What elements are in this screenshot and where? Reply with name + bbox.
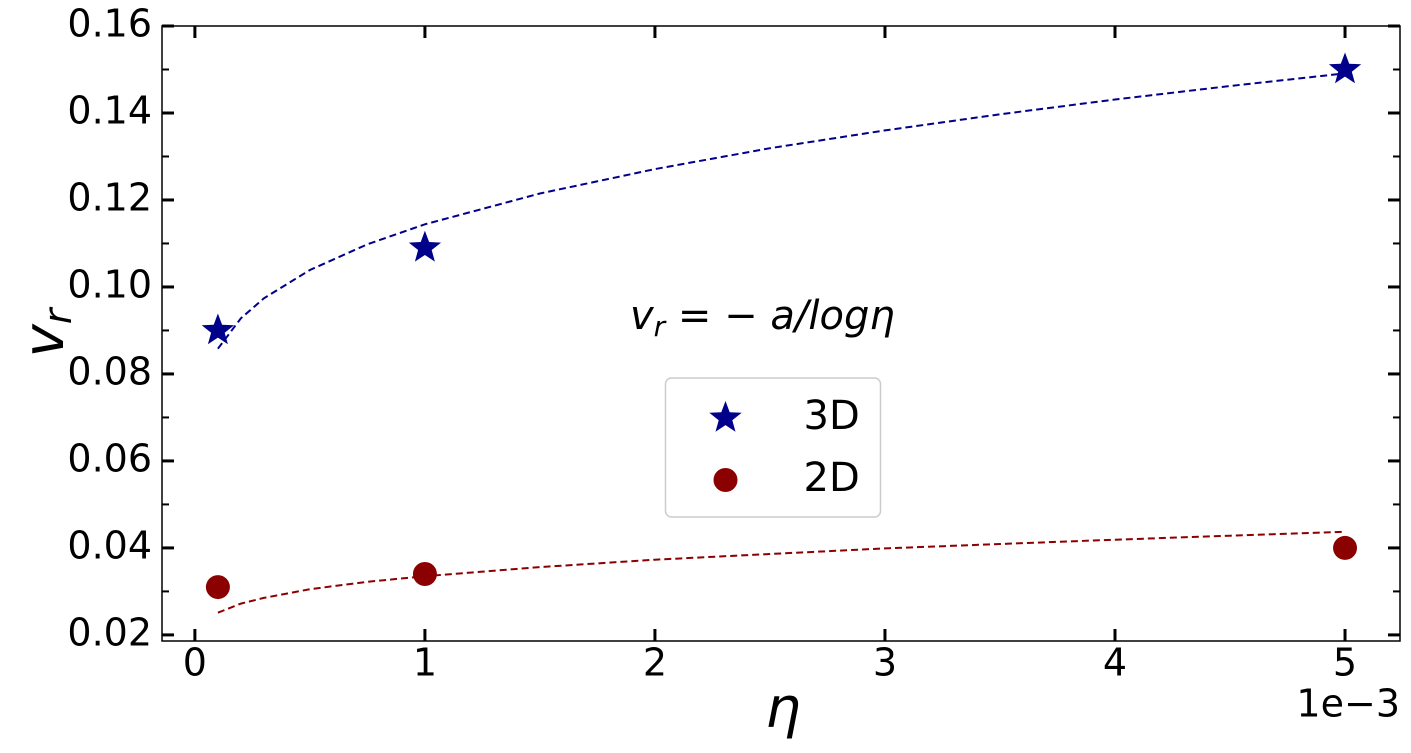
y-tick-label: 0.10 [67, 262, 152, 306]
y-label-sub: r [36, 306, 80, 324]
circle-marker [713, 468, 738, 492]
star-marker [709, 401, 742, 432]
y-tick-label: 0.14 [67, 88, 152, 132]
x-tick-label: 1 [413, 641, 437, 685]
annotation: vr = − a/logη [630, 293, 895, 343]
y-axis-label: vr [12, 306, 79, 357]
fit-line [217, 530, 1346, 614]
legend-label: 3D [804, 393, 860, 439]
y-tick-label: 0.04 [67, 523, 152, 567]
annotation-rest: = − a/logη [665, 293, 895, 339]
circle-marker [412, 562, 437, 587]
plot-frame [161, 25, 1401, 642]
y-label-base: v [12, 323, 77, 357]
x-tick-label: 3 [873, 641, 897, 685]
y-tick-label: 0.16 [67, 2, 152, 46]
y-tick-label: 0.12 [67, 175, 152, 219]
circle-marker [1333, 535, 1358, 560]
y-tick-label: 0.08 [67, 349, 152, 393]
x-axis-label: η [765, 676, 801, 741]
y-tick-label: 0.06 [67, 436, 152, 480]
x-tick-label: 4 [1103, 641, 1127, 685]
legend-label: 2D [804, 455, 860, 501]
x-tick-label: 2 [643, 641, 667, 685]
annotation-base: v [630, 293, 655, 339]
star-marker [201, 313, 235, 345]
x-tick-label: 0 [183, 641, 207, 685]
annotation-sub: r [654, 310, 667, 343]
x-tick-label: 5 [1333, 641, 1357, 685]
circle-marker [205, 575, 230, 600]
star-marker [408, 230, 442, 262]
y-tick-label: 0.02 [67, 610, 152, 654]
fit-line [217, 72, 1346, 350]
star-marker [1328, 52, 1362, 84]
x-offset-label: 1e−3 [1296, 682, 1400, 726]
